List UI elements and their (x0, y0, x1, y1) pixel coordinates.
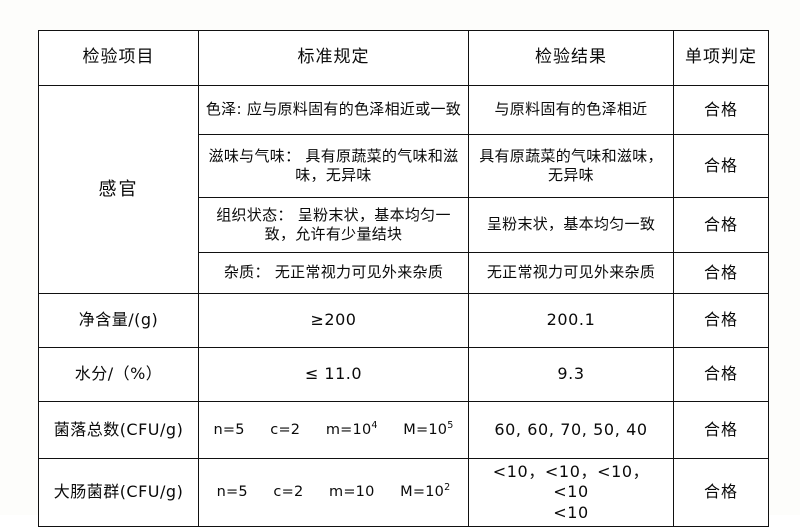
table-row: 感官 色泽: 应与原料固有的色泽相近或一致 与原料固有的色泽相近 合格 (38, 85, 769, 294)
plate-count-m: m=10 (325, 421, 372, 438)
row-label-coliform: 大肠菌群(CFU/g) (38, 457, 199, 527)
inspection-results-table: 检验项目 标准规定 检验结果 单项判定 感官 色泽: 应与原料固有的色泽相近或一… (38, 30, 769, 527)
cell-standard-flavor: 滋味与气味： 具有原蔬菜的气味和滋味，无异味 (198, 134, 469, 198)
cell-verdict-color: 合格 (673, 85, 769, 135)
table-row: 滋味与气味： 具有原蔬菜的气味和滋味，无异味 具有原蔬菜的气味和滋味， 无异味 … (39, 134, 769, 198)
cell-standard-net-content: ≥200 (198, 293, 469, 348)
cell-standard-texture: 组织状态： 呈粉末状，基本均匀一致，允许有少量结块 (198, 197, 469, 253)
coliform-M: M=10 (400, 484, 445, 501)
cell-standard-color: 色泽: 应与原料固有的色泽相近或一致 (198, 85, 469, 135)
table-body: 感官 色泽: 应与原料固有的色泽相近或一致 与原料固有的色泽相近 合格 滋味与气… (38, 85, 769, 527)
table-row: 杂质： 无正常视力可见外来杂质 无正常视力可见外来杂质 合格 (39, 252, 769, 294)
cell-verdict-impurity: 合格 (673, 252, 769, 294)
table-row: 菌落总数(CFU/g) n=5 c=2 m=104 M=105 60, 60, … (38, 401, 769, 459)
cell-verdict-texture: 合格 (673, 197, 769, 253)
plate-count-c: c=2 (270, 421, 301, 438)
cell-standard-moisture: ≤ 11.0 (198, 347, 469, 402)
column-header-result: 检验结果 (468, 30, 674, 86)
cell-result-texture: 呈粉末状，基本均匀一致 (468, 197, 674, 253)
cell-result-coliform: <10，<10，<10，<10 <10 (468, 457, 674, 527)
row-label-plate-count: 菌落总数(CFU/g) (38, 401, 199, 459)
table-header-row: 检验项目 标准规定 检验结果 单项判定 (38, 30, 769, 86)
page-canvas: 检验项目 标准规定 检验结果 单项判定 感官 色泽: 应与原料固有的色泽相近或一… (38, 30, 769, 527)
coliform-M-exponent: 2 (444, 482, 451, 494)
row-label-sensory: 感官 (38, 85, 199, 294)
cell-verdict-flavor: 合格 (673, 134, 769, 198)
coliform-c: c=2 (273, 484, 304, 501)
cell-result-coliform-line2: <10 (553, 502, 589, 522)
cell-result-coliform-line1: <10，<10，<10，<10 (492, 462, 650, 502)
plate-count-n: n=5 (213, 421, 245, 438)
table-row: 组织状态： 呈粉末状，基本均匀一致，允许有少量结块 呈粉末状，基本均匀一致 合格 (39, 197, 769, 253)
table-row: 大肠菌群(CFU/g) n=5 c=2 m=10 M=102 <10，<10，<… (38, 457, 769, 527)
cell-standard-coliform: n=5 c=2 m=10 M=102 (198, 457, 469, 527)
row-label-net-content: 净含量/(g) (38, 293, 199, 348)
cell-verdict-coliform: 合格 (673, 457, 769, 527)
row-label-moisture: 水分/（%） (38, 347, 199, 402)
cell-result-moisture: 9.3 (468, 347, 674, 402)
cell-result-flavor-line2: 无异味 (548, 166, 594, 184)
column-header-item: 检验项目 (38, 30, 199, 86)
column-header-standard: 标准规定 (198, 30, 469, 86)
cell-result-impurity: 无正常视力可见外来杂质 (468, 252, 674, 294)
cell-standard-plate-count: n=5 c=2 m=104 M=105 (198, 401, 469, 459)
plate-count-M-exponent: 5 (447, 419, 454, 431)
column-header-verdict: 单项判定 (673, 30, 769, 86)
coliform-n: n=5 (216, 484, 248, 501)
table-row: 净含量/(g) ≥200 200.1 合格 (38, 293, 769, 348)
cell-result-flavor-line1: 具有原蔬菜的气味和滋味， (479, 146, 663, 165)
cell-result-flavor: 具有原蔬菜的气味和滋味， 无异味 (468, 134, 674, 198)
table-row: 水分/（%） ≤ 11.0 9.3 合格 (38, 347, 769, 402)
plate-count-M: M=10 (403, 421, 448, 438)
plate-count-m-exponent: 4 (371, 419, 378, 431)
cell-result-plate-count: 60, 60, 70, 50, 40 (468, 401, 674, 459)
cell-standard-impurity: 杂质： 无正常视力可见外来杂质 (198, 252, 469, 294)
cell-verdict-net-content: 合格 (673, 293, 769, 348)
table-header: 检验项目 标准规定 检验结果 单项判定 (38, 30, 769, 86)
coliform-m: m=10 (329, 484, 375, 501)
cell-result-net-content: 200.1 (468, 293, 674, 348)
cell-verdict-moisture: 合格 (673, 347, 769, 402)
cell-result-color: 与原料固有的色泽相近 (468, 85, 674, 135)
cell-verdict-plate-count: 合格 (673, 401, 769, 459)
